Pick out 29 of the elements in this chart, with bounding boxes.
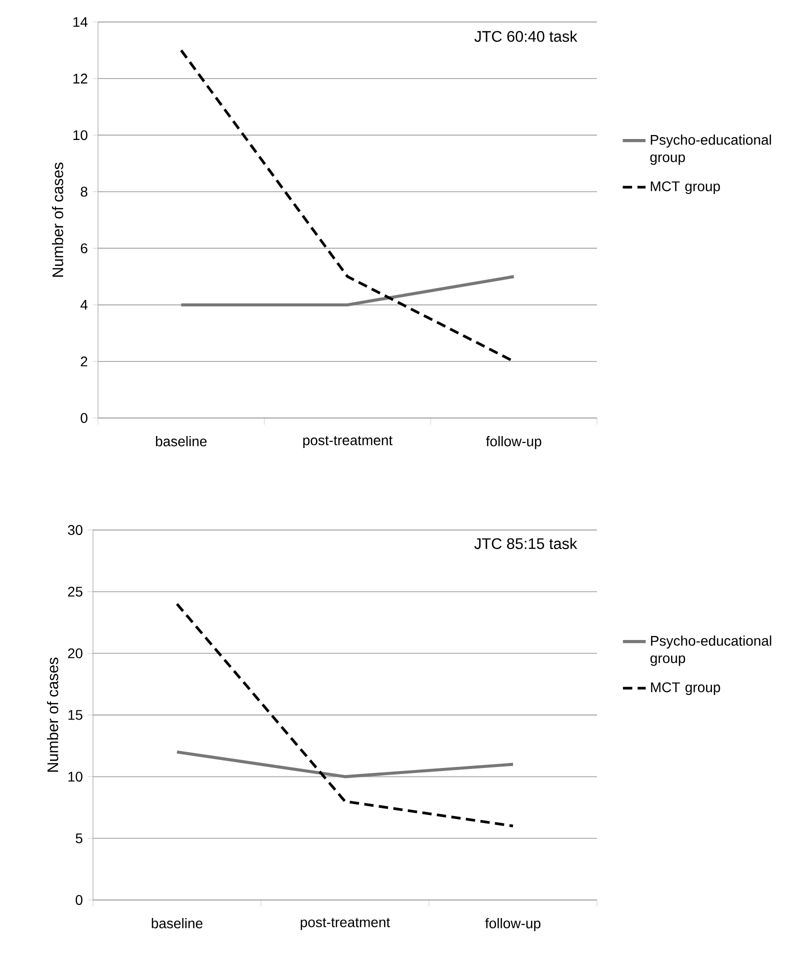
y-axis-title: Number of cases <box>52 162 64 277</box>
y-tick-label: 20 <box>68 648 82 658</box>
y-tick-label: 25 <box>68 586 82 597</box>
y-tick-label: 6 <box>80 243 88 254</box>
x-tick-label: follow-up <box>485 918 540 932</box>
legend-label: MCT group <box>650 181 720 194</box>
y-tick-label: 0 <box>76 895 82 905</box>
x-tick-label: baseline <box>156 436 207 446</box>
y-tick-label: 14 <box>73 17 88 27</box>
y-tick-label: 2 <box>80 356 88 366</box>
y-tick-label: 12 <box>73 74 88 84</box>
x-tick-label: post-treatment <box>303 436 393 448</box>
y-axis-title: Number of cases <box>46 658 58 772</box>
legend-label: Psycho-educational group <box>650 134 771 165</box>
x-tick-label: follow-up <box>486 436 542 450</box>
chart-title: JTC 85:15 task <box>474 538 578 550</box>
legend-label: MCT group <box>651 682 720 695</box>
y-tick-label: 30 <box>68 525 82 535</box>
y-tick-label: 8 <box>80 186 88 197</box>
y-tick-label: 10 <box>68 772 82 782</box>
y-tick-label: 4 <box>80 300 88 310</box>
y-tick-label: 5 <box>76 833 82 844</box>
chart-title: JTC 60:40 task <box>474 30 578 42</box>
y-tick-label: 10 <box>73 130 88 140</box>
y-tick-label: 0 <box>80 413 88 423</box>
x-tick-label: post-treatment <box>300 918 390 930</box>
x-tick-label: baseline <box>152 918 202 928</box>
legend-label: Psycho-educational group <box>650 636 772 666</box>
y-tick-label: 15 <box>68 710 82 720</box>
